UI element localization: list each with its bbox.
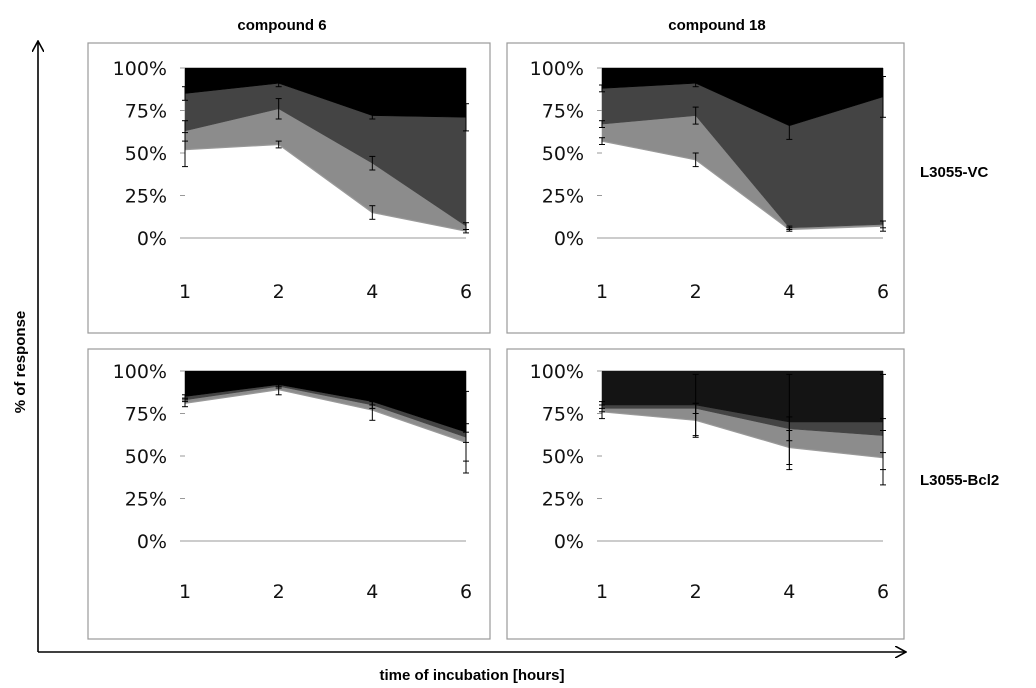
y-tick-label: 100% [530, 361, 584, 383]
y-tick-label: 25% [125, 186, 167, 208]
col-title-compound-6: compound 6 [237, 17, 326, 34]
x-tick-label: 4 [783, 281, 795, 303]
x-axis-title: time of incubation [hours] [380, 667, 565, 684]
y-tick-label: 100% [113, 58, 167, 80]
chart-panel-compound-6-l3055-vc: 0% 25% 50% 75% 100% 1 2 4 6 [113, 58, 472, 303]
x-tick-label: 6 [460, 281, 472, 303]
x-tick-label: 6 [877, 581, 889, 603]
series-boundary-line [601, 411, 884, 459]
y-tick-label: 0% [554, 228, 584, 250]
x-tick-label: 2 [273, 581, 285, 603]
x-tick-label: 4 [366, 581, 378, 603]
y-tick-label: 50% [542, 446, 584, 468]
y-axis-title: % of response [12, 311, 29, 414]
y-tick-label: 0% [137, 531, 167, 553]
y-tick-label: 25% [542, 186, 584, 208]
x-tick-label: 1 [596, 281, 608, 303]
y-tick-label: 75% [542, 404, 584, 426]
x-tick-label: 1 [179, 281, 191, 303]
y-tick-label: 25% [542, 489, 584, 511]
area-band-1 [602, 411, 883, 541]
x-tick-label: 1 [596, 581, 608, 603]
chart-panel-compound-18-l3055-bcl2: 0% 25% 50% 75% 100% 1 2 4 6 [530, 361, 889, 603]
row-label-l3055-vc: L3055-VC [920, 164, 989, 181]
chart-panel-compound-18-l3055-vc: 0% 25% 50% 75% 100% 1 2 4 6 [530, 58, 889, 303]
x-tick-label: 4 [783, 581, 795, 603]
x-tick-label: 2 [690, 281, 702, 303]
y-tick-label: 75% [125, 404, 167, 426]
row-label-l3055-bcl2: L3055-Bcl2 [920, 472, 999, 489]
x-tick-label: 2 [690, 581, 702, 603]
y-tick-label: 0% [137, 228, 167, 250]
y-tick-label: 50% [125, 446, 167, 468]
y-tick-label: 75% [125, 101, 167, 123]
chart-panel-compound-6-l3055-bcl2: 0% 25% 50% 75% 100% 1 2 4 6 [113, 361, 472, 603]
x-tick-label: 6 [460, 581, 472, 603]
area-band-1 [185, 389, 466, 541]
x-tick-label: 1 [179, 581, 191, 603]
y-tick-label: 100% [530, 58, 584, 80]
y-tick-label: 0% [554, 531, 584, 553]
series-boundary-line [184, 143, 467, 232]
area-band-1 [602, 141, 883, 238]
area-band-1 [185, 144, 466, 238]
col-title-compound-18: compound 18 [668, 17, 766, 34]
y-tick-label: 25% [125, 489, 167, 511]
x-tick-label: 4 [366, 281, 378, 303]
x-tick-label: 2 [273, 281, 285, 303]
y-tick-label: 100% [113, 361, 167, 383]
series-boundary-line [601, 140, 884, 231]
series-boundary-line [184, 389, 467, 443]
y-tick-label: 50% [125, 143, 167, 165]
y-tick-label: 50% [542, 143, 584, 165]
y-tick-label: 75% [542, 101, 584, 123]
x-tick-label: 6 [877, 281, 889, 303]
